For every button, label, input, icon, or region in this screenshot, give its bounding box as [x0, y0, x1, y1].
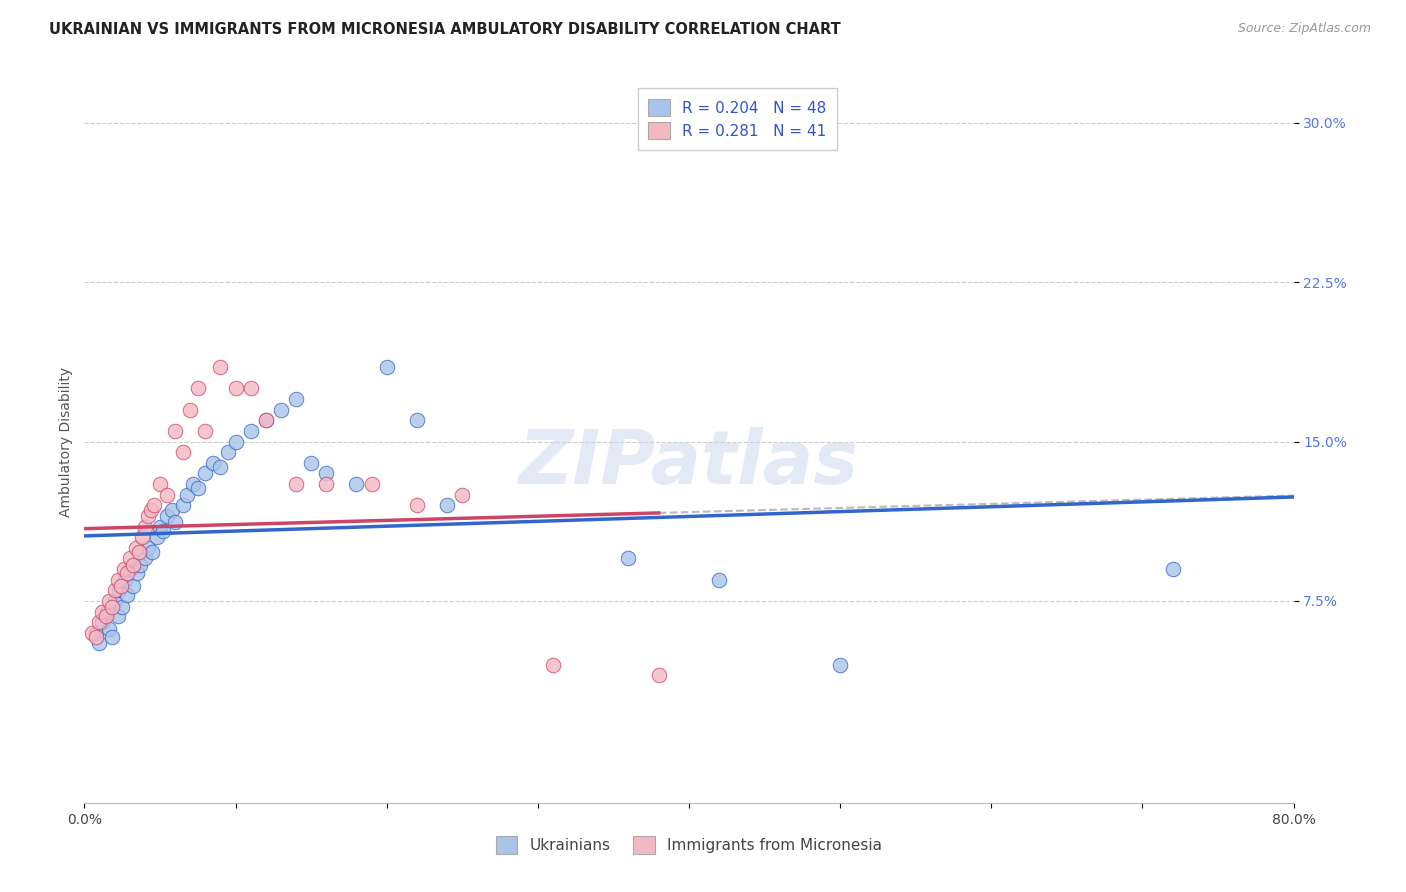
Point: [149, 477, 172, 491]
Point: [172, 445, 194, 459]
Point: [172, 498, 194, 512]
Point: [121, 579, 143, 593]
Point: [830, 657, 852, 672]
Point: [91, 605, 114, 619]
Point: [187, 481, 209, 495]
Point: [436, 498, 458, 512]
Point: [451, 488, 474, 502]
Point: [136, 541, 159, 555]
Point: [121, 558, 143, 572]
Point: [217, 445, 239, 459]
Point: [225, 434, 247, 449]
Point: [97, 594, 120, 608]
Point: [131, 530, 153, 544]
Point: [134, 551, 156, 566]
Point: [709, 573, 731, 587]
Point: [96, 605, 118, 619]
Point: [1161, 562, 1184, 576]
Point: [111, 600, 134, 615]
Point: [149, 519, 172, 533]
Point: [648, 668, 671, 682]
Point: [176, 488, 198, 502]
Point: [156, 508, 179, 523]
Point: [104, 583, 127, 598]
Point: [165, 424, 187, 438]
Point: [91, 615, 114, 630]
Point: [209, 460, 232, 475]
Point: [89, 615, 111, 630]
Point: [128, 545, 150, 559]
Point: [160, 502, 183, 516]
Text: UKRAINIAN VS IMMIGRANTS FROM MICRONESIA AMBULATORY DISABILITY CORRELATION CHART: UKRAINIAN VS IMMIGRANTS FROM MICRONESIA …: [49, 22, 841, 37]
Point: [107, 573, 129, 587]
Point: [112, 562, 135, 576]
Point: [406, 498, 429, 512]
Point: [225, 381, 247, 395]
Point: [129, 558, 152, 572]
Point: [194, 467, 217, 481]
Point: [141, 545, 163, 559]
Point: [114, 573, 136, 587]
Point: [104, 594, 127, 608]
Point: [136, 508, 159, 523]
Point: [181, 477, 204, 491]
Point: [165, 516, 187, 530]
Point: [118, 551, 141, 566]
Point: [80, 625, 103, 640]
Point: [187, 381, 209, 395]
Point: [270, 402, 292, 417]
Point: [201, 456, 224, 470]
Point: [315, 467, 337, 481]
Point: [108, 583, 131, 598]
Point: [107, 608, 129, 623]
Point: [285, 392, 308, 406]
Point: [134, 519, 156, 533]
Point: [100, 600, 122, 615]
Point: [285, 477, 308, 491]
Point: [125, 541, 148, 555]
Y-axis label: Ambulatory Disability: Ambulatory Disability: [59, 367, 73, 516]
Point: [115, 566, 138, 581]
Point: [118, 562, 141, 576]
Point: [146, 530, 169, 544]
Point: [115, 588, 138, 602]
Point: [179, 402, 201, 417]
Point: [346, 477, 368, 491]
Point: [209, 360, 232, 375]
Point: [406, 413, 429, 427]
Point: [360, 477, 382, 491]
Point: [89, 636, 111, 650]
Point: [86, 630, 108, 644]
Point: [254, 413, 277, 427]
Point: [94, 608, 117, 623]
Point: [139, 502, 162, 516]
Point: [299, 456, 322, 470]
Point: [100, 630, 122, 644]
Text: Source: ZipAtlas.com: Source: ZipAtlas.com: [1237, 22, 1371, 36]
Point: [375, 360, 398, 375]
Point: [254, 413, 277, 427]
Point: [86, 625, 108, 640]
Point: [142, 498, 165, 512]
Point: [541, 657, 564, 672]
Point: [97, 622, 120, 636]
Point: [617, 551, 640, 566]
Point: [127, 566, 149, 581]
Point: [239, 381, 262, 395]
Point: [239, 424, 262, 438]
Point: [156, 488, 179, 502]
Point: [110, 579, 132, 593]
Text: ZIPatlas: ZIPatlas: [519, 426, 859, 500]
Point: [315, 477, 337, 491]
Point: [194, 424, 217, 438]
Legend: Ukrainians, Immigrants from Micronesia: Ukrainians, Immigrants from Micronesia: [489, 830, 889, 860]
Point: [152, 524, 174, 538]
